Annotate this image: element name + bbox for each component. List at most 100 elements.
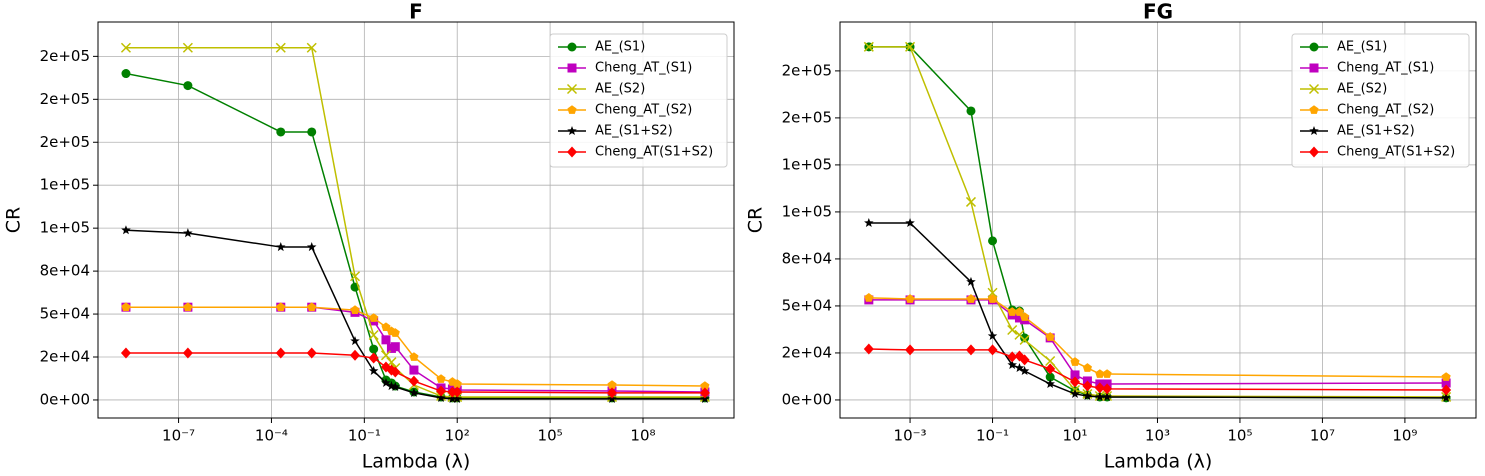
marker [1082,391,1093,401]
marker [390,366,401,378]
x-tick-label: 10² [445,427,470,445]
marker [306,347,317,359]
marker [1070,357,1080,366]
marker [567,146,577,158]
marker [275,42,286,53]
x-tick-label: 10⁹ [1392,427,1417,445]
y-tick-label: 8e+04 [782,249,832,267]
marker [120,347,131,359]
marker [905,41,916,52]
marker [987,344,998,356]
legend-label: Cheng_AT(S1+S2) [1337,145,1455,160]
marker [1019,365,1030,376]
marker [381,377,391,387]
marker [182,347,193,359]
y-tick-label: 8e+04 [40,262,90,280]
x-tick-label: 10⁻¹ [348,427,381,445]
marker [120,42,131,53]
subplot: 0e+00 2e+04 5e+04 8e+04 1e+05 1e+05 2e+05 2e+05… [745,0,1477,473]
marker [566,83,578,95]
marker [905,294,915,303]
marker [965,196,977,207]
legend-label: AE_(S1+S2) [595,124,673,139]
marker [1102,391,1112,401]
marker [390,381,401,391]
marker [306,42,317,53]
y-tick-label: 2e+04 [782,343,832,361]
marker [1045,378,1055,389]
x-axis-label: Lambda (λ) [1104,451,1213,473]
x-tick-label: 10⁻¹ [976,427,1009,445]
marker [1102,383,1113,395]
legend-label: Cheng_AT_(S1) [595,61,692,76]
y-tick-label: 2e+05 [40,90,90,108]
legend: AE_(S1) Cheng_AT_(S1) AE_(S2) Cheng_AT_(S2)… [1291,33,1470,168]
marker [350,305,360,314]
marker [1019,354,1030,366]
y-tick-label: 1e+05 [782,202,832,220]
y-tick-label: 5e+04 [782,296,832,314]
marker [1007,359,1017,370]
y-tick-label: 2e+05 [782,61,832,79]
marker [700,393,710,403]
marker [987,287,998,298]
marker [1045,372,1055,382]
marker [1441,392,1451,402]
marker [1082,363,1092,372]
y-tick-label: 1e+05 [40,176,90,194]
marker [1309,42,1319,52]
marker [1019,334,1030,345]
chart-title: F [409,0,423,24]
marker [1020,312,1030,321]
marker [1014,313,1024,323]
legend-box [549,33,728,168]
x-tick-label: 10³ [1145,427,1170,445]
marker [1045,355,1056,367]
marker [1441,384,1452,396]
marker [1309,126,1319,136]
marker [1441,378,1451,388]
marker [1308,83,1320,95]
marker [276,302,286,312]
x-tick-label: 10⁻⁴ [255,427,288,445]
marker [183,81,193,91]
legend-label: AE_(S1+S2) [1337,124,1415,139]
marker [1045,363,1056,375]
marker [965,344,976,356]
marker [607,380,617,389]
chart-title: FG [1143,0,1173,24]
marker [349,271,361,282]
marker [121,69,131,79]
legend-label: Cheng_AT_(S1) [1337,61,1434,76]
marker [121,225,131,235]
marker [183,302,193,312]
marker [966,294,976,303]
legend-box [1291,33,1470,168]
marker [390,328,400,337]
marker [436,385,447,397]
marker [452,379,462,388]
marker [409,352,419,361]
marker [276,127,286,137]
legend-label: AE_(S2) [1337,82,1387,97]
legend-label: Cheng_AT_(S2) [595,103,692,118]
marker [1007,324,1018,336]
marker [567,126,577,136]
marker [863,41,874,52]
y-tick-label: 1e+05 [40,219,90,237]
legend-label: Cheng_AT(S1+S2) [595,145,713,160]
marker [1014,307,1025,316]
marker [607,387,618,399]
x-tick-label: 10⁵ [538,427,563,445]
marker [1309,146,1319,158]
y-tick-label: 0e+00 [782,390,832,408]
x-tick-label: 10⁸ [630,427,655,445]
marker [1014,350,1025,362]
marker [567,63,577,73]
marker [369,313,379,322]
marker [368,365,379,375]
marker [567,105,577,114]
marker [864,218,874,228]
y-tick-label: 2e+05 [40,47,90,65]
